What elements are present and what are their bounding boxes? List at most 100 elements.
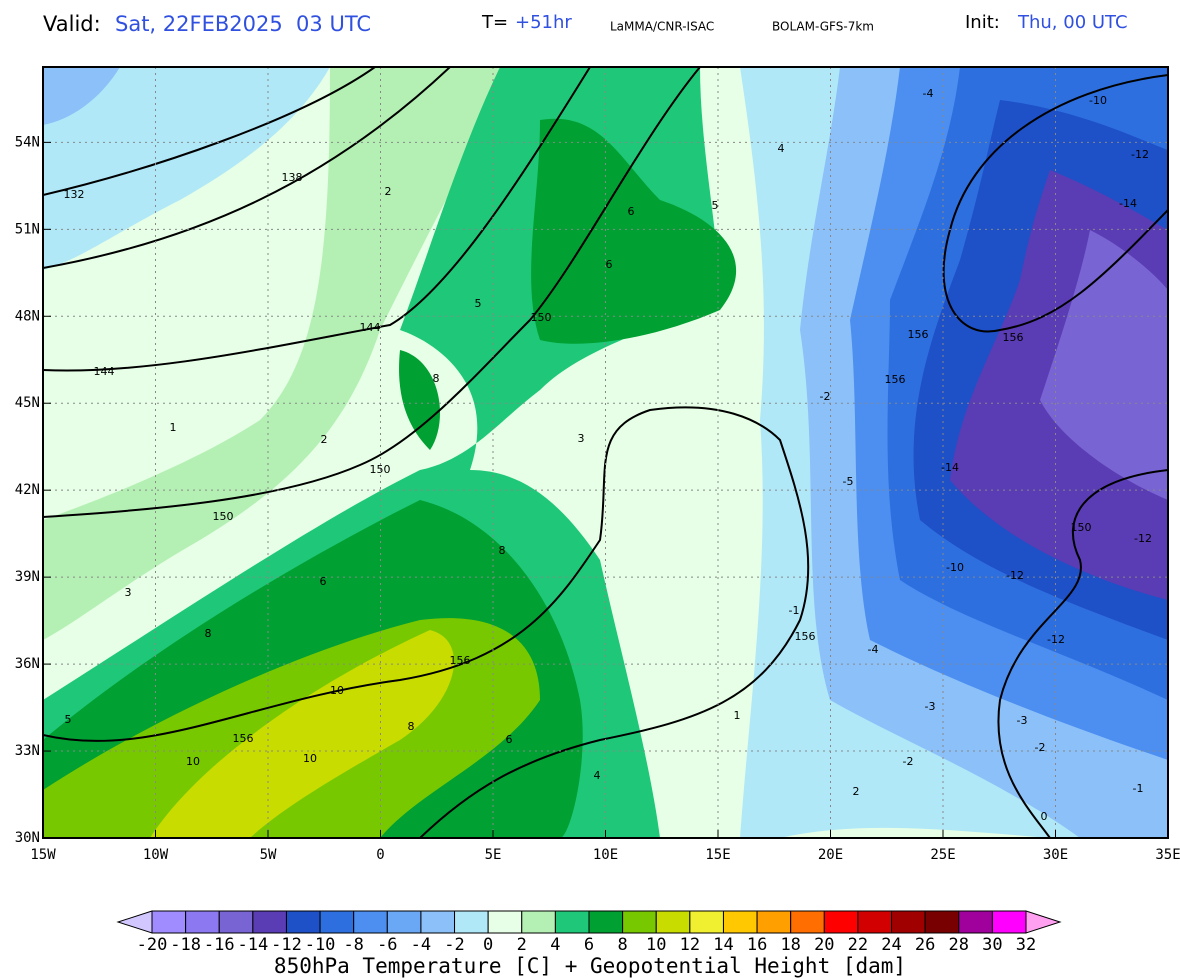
colorbar-label: 30 (982, 935, 1002, 955)
colorbar-box (218, 910, 254, 934)
colorbar-label: 26 (915, 935, 935, 955)
colorbar-label: 0 (483, 935, 493, 955)
temp-label: -12 (1006, 569, 1024, 582)
temp-label: 6 (606, 258, 613, 271)
colorbar-label: -16 (204, 935, 235, 955)
colorbar-box (454, 910, 489, 934)
height-label: 156 (233, 732, 254, 745)
y-tick-label: 54N (15, 134, 40, 150)
height-label: 132 (64, 188, 85, 201)
y-tick-label: 33N (15, 743, 40, 759)
temp-label: 2 (321, 433, 328, 446)
temp-label: 10 (186, 755, 200, 768)
init-label: Init: (965, 12, 1000, 33)
colorbar-box (622, 910, 657, 934)
temp-label: -2 (820, 390, 831, 403)
colorbar-label: 24 (881, 935, 901, 955)
x-tick-label: 15W (30, 847, 56, 863)
model: BOLAM-GFS-7km (772, 20, 874, 34)
temp-label: -5 (843, 475, 854, 488)
colorbar-box (958, 910, 993, 934)
colorbar-label: 10 (646, 935, 666, 955)
colorbar-box (790, 910, 825, 934)
temp-label: -12 (1047, 633, 1065, 646)
colorbar-label: 32 (1016, 935, 1036, 955)
temp-label: 6 (320, 575, 327, 588)
temp-label: -14 (1119, 197, 1137, 210)
y-tick-label: 48N (15, 308, 40, 324)
temp-label: -14 (941, 461, 959, 474)
temp-label: -2 (903, 755, 914, 768)
temp-label: 8 (408, 720, 415, 733)
colorbar-label: -2 (444, 935, 464, 955)
temp-label: 8 (205, 627, 212, 640)
init-time: Thu, 00 UTC (1017, 12, 1128, 33)
y-tick-label: 45N (15, 395, 40, 411)
height-label: 150 (1071, 521, 1092, 534)
colorbar-label: -6 (377, 935, 397, 955)
colorbar-label: -12 (271, 935, 302, 955)
colorbar-label: 18 (780, 935, 800, 955)
temp-label: 0 (1041, 810, 1048, 823)
temp-label: 6 (506, 733, 513, 746)
colorbar-label: 28 (949, 935, 969, 955)
temp-label: -12 (1131, 148, 1149, 161)
height-label: 156 (908, 328, 929, 341)
height-label: 138 (282, 171, 303, 184)
temp-label: -1 (789, 604, 800, 617)
colorbar-box (991, 910, 1027, 934)
temp-label: 8 (433, 372, 440, 385)
height-label: 144 (360, 321, 381, 334)
colorbar-box (722, 910, 758, 934)
colorbar-label: 20 (814, 935, 834, 955)
colorbar-label: -18 (170, 935, 201, 955)
valid-label: Valid: (43, 12, 101, 36)
x-tick-label: 5W (260, 847, 277, 863)
height-label: 150 (531, 311, 552, 324)
temp-label: -3 (1017, 714, 1028, 727)
height-label: 156 (885, 373, 906, 386)
height-label: 156 (795, 630, 816, 643)
colorbar-label: 14 (713, 935, 733, 955)
x-tick-label: 0 (376, 847, 384, 863)
height-label: 156 (450, 654, 471, 667)
colorbar-label: -8 (343, 935, 363, 955)
colorbar-label: 2 (517, 935, 527, 955)
colorbar-label: 4 (550, 935, 560, 955)
temp-label: 4 (778, 142, 785, 155)
map-frame (42, 66, 1169, 839)
colorbar-box (588, 910, 624, 934)
height-label: 156 (1003, 331, 1024, 344)
temp-label: -3 (925, 700, 936, 713)
valid-time: Sat, 22FEB2025 03 UTC (115, 12, 371, 36)
temperature-field (43, 67, 1168, 838)
x-tick-label: 20E (818, 847, 843, 863)
colorbar-label: -10 (305, 935, 336, 955)
temp-label: 6 (628, 205, 635, 218)
colorbar-box (823, 910, 859, 934)
colorbar-label: 12 (680, 935, 700, 955)
temp-label: 5 (712, 199, 719, 212)
temp-label: -12 (1134, 532, 1152, 545)
colorbar-box (554, 910, 590, 934)
colorbar-box (353, 910, 388, 934)
temp-label: -1 (1133, 782, 1144, 795)
colorbar-box (924, 910, 960, 934)
colorbar-over (1025, 910, 1062, 934)
temp-label: -10 (946, 561, 964, 574)
colorbar-box (420, 910, 456, 934)
temp-label: -4 (868, 643, 879, 656)
colorbar-label: -14 (237, 935, 268, 955)
y-tick-label: 30N (15, 830, 40, 846)
colorbar: -20 -18 -16 -14 -12 -10 -8 -6 -4 -2 0 2 4 6 8 10 12 14 16 1… (116, 910, 1062, 955)
y-tick-label: 39N (15, 569, 40, 585)
colorbar-label: 8 (617, 935, 627, 955)
temp-label: 1 (734, 709, 741, 722)
t-label: T= (481, 12, 508, 33)
colorbar-title: 850hPa Temperature [C] + Geopotential He… (274, 954, 906, 978)
colorbar-box (891, 910, 926, 934)
contour-labels: 132 138 144 144 150 150 150 150 156 156 … (64, 87, 1152, 823)
colorbar-label: -20 (137, 935, 168, 955)
x-tick-label: 25E (930, 847, 955, 863)
